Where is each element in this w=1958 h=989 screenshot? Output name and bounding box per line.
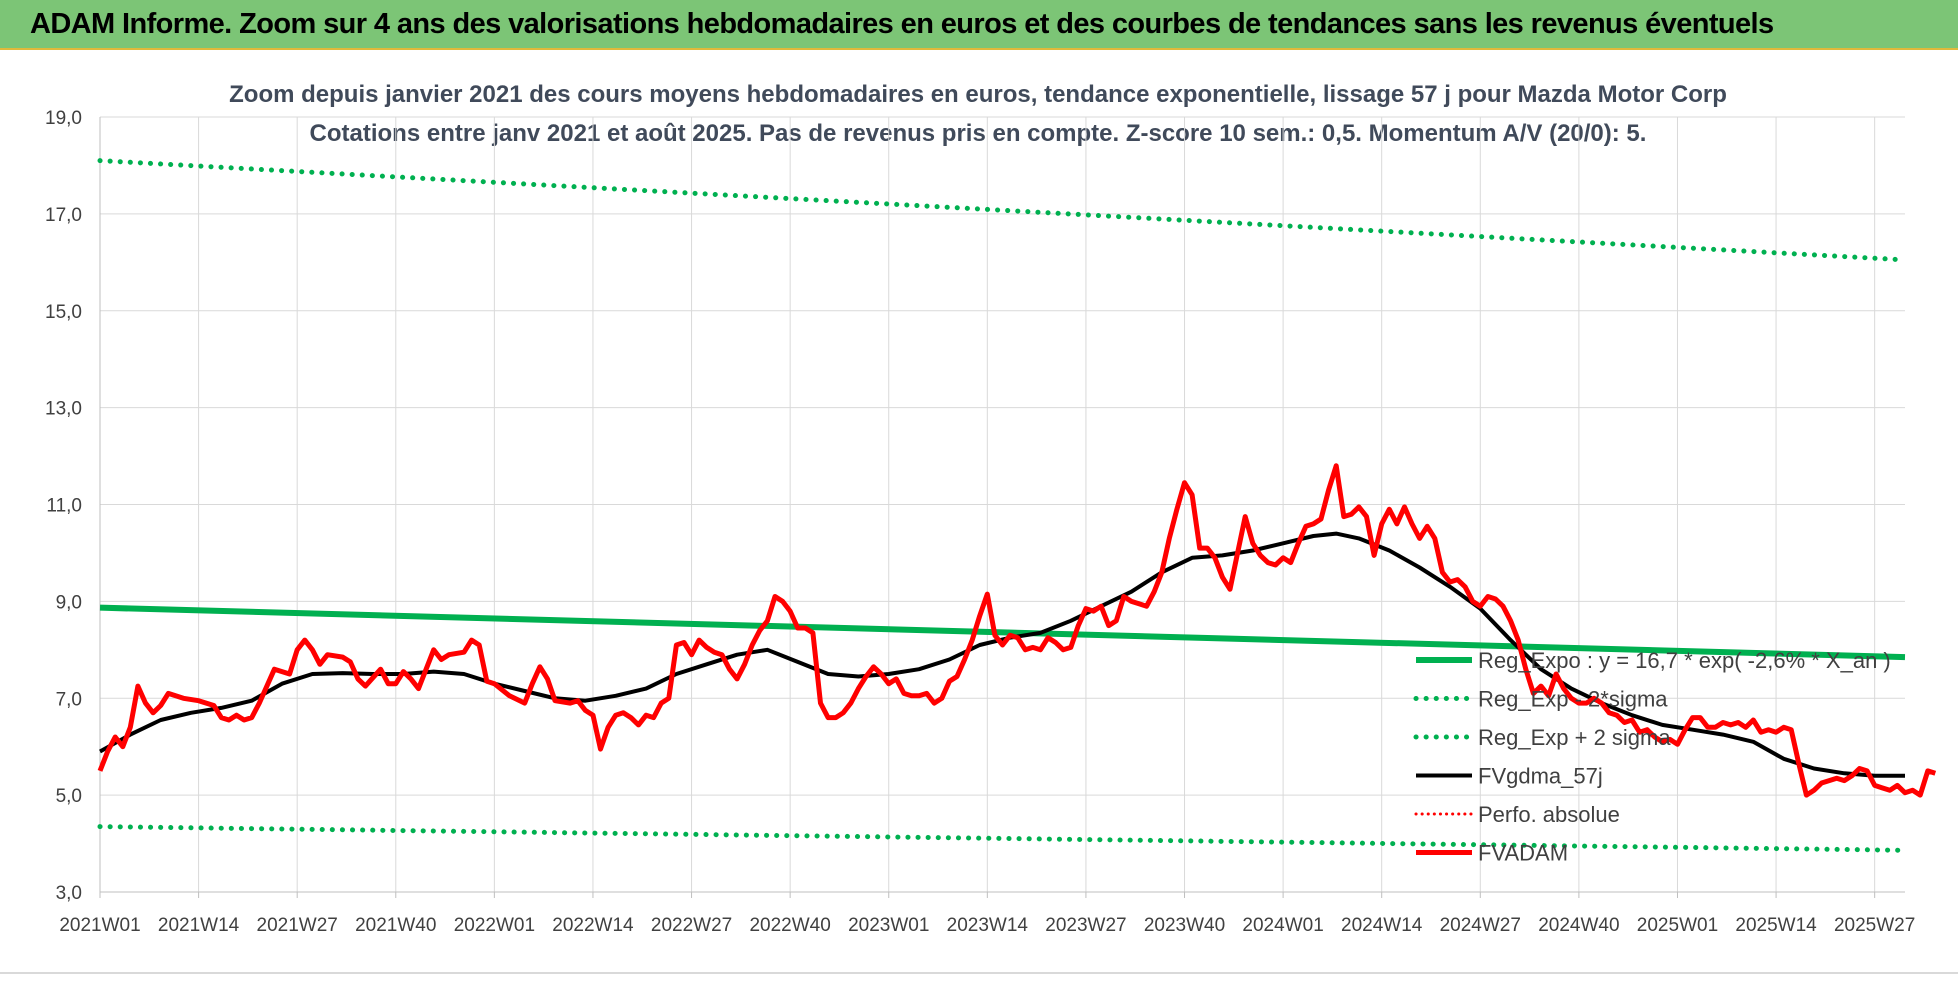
x-tick-label: 2025W01: [1637, 915, 1718, 936]
series-group: [97, 158, 1937, 853]
report-header: ADAM Informe. Zoom sur 4 ans des valoris…: [0, 0, 1958, 50]
x-tick-label: 2022W27: [651, 915, 732, 936]
report-title: ADAM Informe. Zoom sur 4 ans des valoris…: [30, 8, 1774, 40]
legend-label: Reg_Exp + 2 sigma: [1478, 725, 1671, 750]
series-line-2: [97, 158, 1908, 263]
x-tick-label: 2024W40: [1538, 915, 1619, 936]
legend-label: Perfo. absolue: [1478, 802, 1620, 827]
chart-title: Zoom depuis janvier 2021 des cours moyen…: [229, 81, 1727, 108]
x-tick-label: 2022W14: [552, 915, 634, 936]
x-tick-label: 2023W14: [947, 915, 1029, 936]
chart-subtitle: Cotations entre janv 2021 et août 2025. …: [310, 120, 1647, 147]
x-axis: 2021W01 2021W14 2021W27 2021W40 2022W01 2022W…: [59, 915, 1915, 936]
x-tick-label: 2021W01: [59, 915, 140, 936]
x-tick-label: 2024W01: [1242, 915, 1323, 936]
y-tick-label: 7,0: [56, 689, 82, 710]
legend-label: FVgdma_57j: [1478, 764, 1603, 789]
x-tick-label: 2023W40: [1144, 915, 1225, 936]
y-tick-label: 19,0: [45, 108, 82, 129]
x-tick-label: 2024W14: [1341, 915, 1423, 936]
x-tick-label: 2022W01: [454, 915, 535, 936]
series-line-1: [97, 824, 1908, 853]
x-tick-label: 2021W14: [158, 915, 240, 936]
y-tick-label: 11,0: [46, 496, 82, 517]
y-tick-label: 13,0: [45, 399, 82, 420]
x-tick-label: 2021W27: [257, 915, 338, 936]
y-axis: 3,0 5,0 7,0 9,0 11,0 13,0 15,0 17,0 19,0: [45, 108, 82, 904]
x-tick-label: 2025W27: [1834, 915, 1915, 936]
x-tick-label: 2023W27: [1045, 915, 1126, 936]
y-tick-label: 3,0: [56, 883, 82, 904]
y-tick-label: 17,0: [45, 205, 82, 226]
y-tick-label: 9,0: [56, 592, 82, 613]
x-tick-label: 2022W40: [749, 915, 830, 936]
legend-label: Reg_Exp - 2*sigma: [1478, 687, 1668, 712]
trend-chart: Zoom depuis janvier 2021 des cours moyen…: [45, 81, 1937, 936]
x-tick-label: 2024W27: [1440, 915, 1521, 936]
chart-legend: Reg_Expo : y = 16,7 * exp( -2,6% * X_an …: [1413, 648, 1891, 866]
x-tick-label: 2023W01: [848, 915, 929, 936]
series-line-5: [97, 463, 1937, 798]
y-tick-label: 15,0: [45, 302, 82, 323]
chart-grid: [99, 116, 1905, 898]
legend-label: FVADAM: [1478, 841, 1568, 866]
legend-label: Reg_Expo : y = 16,7 * exp( -2,6% * X_an …: [1478, 648, 1891, 673]
x-tick-label: 2021W40: [355, 915, 436, 936]
bottom-divider: [0, 972, 1958, 974]
y-tick-label: 5,0: [56, 786, 82, 807]
chart-area: Zoom depuis janvier 2021 des cours moyen…: [0, 50, 1958, 984]
series-line-0: [99, 604, 1906, 661]
x-tick-label: 2025W14: [1735, 915, 1817, 936]
